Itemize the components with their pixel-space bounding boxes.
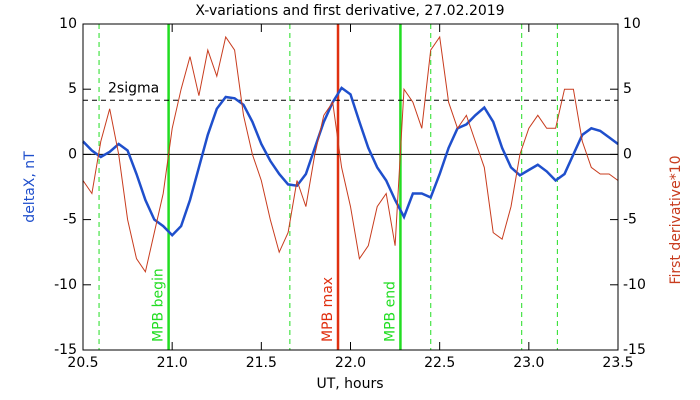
- x-tick-label: 21.0: [157, 355, 188, 371]
- vertical-line-label: MPB end: [382, 281, 398, 342]
- y-tick-label: 0: [68, 146, 77, 162]
- y2-tick-label: 5: [623, 81, 632, 97]
- y-tick-label: 5: [68, 81, 77, 97]
- x-tick-label: 23.5: [602, 355, 633, 371]
- data-line: [82, 35, 619, 274]
- x-tick-label: 22.0: [335, 355, 366, 371]
- x-tick-label: 23.0: [513, 355, 544, 371]
- data-line: [82, 86, 619, 237]
- y2-tick-label: 0: [623, 146, 632, 162]
- y-tick-label: -15: [54, 342, 77, 358]
- x-axis-label: UT, hours: [316, 376, 383, 392]
- y2-axis-label: First derivative*10: [668, 155, 684, 284]
- vertical-line-label: MPB begin: [151, 268, 167, 342]
- y2-tick-label: -15: [623, 342, 646, 358]
- x-tick-label: 20.5: [67, 355, 98, 371]
- x-tick-label: 22.5: [424, 355, 455, 371]
- chart-title: X-variations and first derivative, 27.02…: [195, 3, 504, 19]
- y-tick-label: 10: [59, 16, 77, 32]
- y2-tick-label: -10: [623, 277, 646, 293]
- y-axis-label: deltaX, nT: [22, 151, 38, 223]
- y2-tick-label: 10: [623, 16, 641, 32]
- vertical-line-label: MPB max: [320, 277, 336, 342]
- y2-tick-label: -5: [623, 212, 637, 228]
- y-tick-label: -5: [63, 212, 77, 228]
- x-tick-label: 21.5: [246, 355, 277, 371]
- threshold-label: 2sigma: [108, 80, 159, 96]
- y-tick-label: -10: [54, 277, 77, 293]
